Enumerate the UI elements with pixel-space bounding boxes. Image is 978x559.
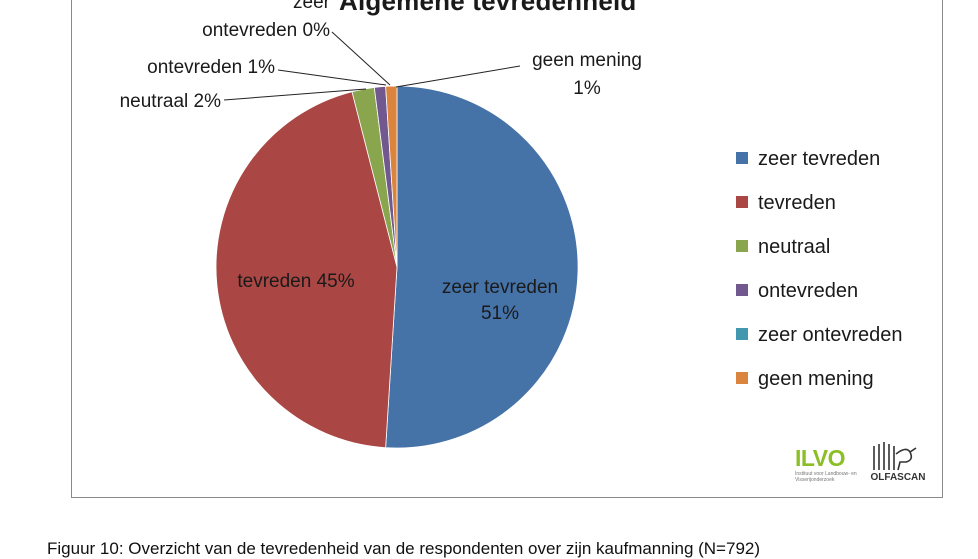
legend-swatch-tevreden (736, 196, 748, 208)
legend-label-ontevreden: ontevreden (758, 280, 858, 302)
pie-slice-tevreden (215, 91, 398, 449)
leader-line-zeer-ontevreden (331, 31, 391, 86)
data-label-zeer-tevreden: zeer tevreden (442, 277, 558, 298)
ilvo-logo: ILVO Instituut voor Landbouw- en Visseri… (795, 446, 861, 486)
legend-swatch-ontevreden (736, 284, 748, 296)
legend-swatch-zeer-tevreden (736, 152, 748, 164)
data-label-neutraal: neutraal 2% (120, 91, 222, 112)
data-label-geen-mening: 1% (573, 78, 601, 99)
leader-line-neutraal (223, 88, 367, 101)
olfascan-logo-text: OLFASCAN (870, 472, 926, 483)
legend-label-geen-mening: geen mening (758, 368, 874, 390)
pie-slice-zeer-tevreden (385, 85, 579, 449)
legend-label-zeer-ontevreden: zeer ontevreden (758, 324, 903, 346)
legend-label-zeer-tevreden: zeer tevreden (758, 148, 880, 170)
chart-title: Algemene tevredenheid (339, 0, 637, 16)
pie-slice-geen-mening (385, 85, 398, 268)
olfascan-logo: OLFASCAN (866, 440, 930, 486)
legend-swatch-neutraal (736, 240, 748, 252)
data-label-ontevreden: ontevreden 1% (147, 57, 275, 78)
data-label-geen-mening: geen mening (532, 50, 642, 71)
legend-label-tevreden: tevreden (758, 192, 836, 214)
data-label-zeer-ontevreden: ontevreden 0% (202, 20, 330, 41)
ilvo-logo-subtext: Instituut voor Landbouw- en Visserijonde… (795, 471, 857, 483)
legend-swatch-geen-mening (736, 372, 748, 384)
ilvo-logo-text: ILVO (795, 445, 845, 471)
olfascan-logo-icon (873, 442, 917, 471)
data-label-tevreden: tevreden 45% (237, 271, 354, 292)
figure-caption: Figuur 10: Overzicht van de tevredenheid… (47, 539, 761, 558)
leader-line-ontevreden (277, 69, 387, 86)
leader-line-geen-mening (395, 65, 521, 88)
legend-swatch-zeer-ontevreden (736, 328, 748, 340)
data-label-zeer-tevreden: 51% (481, 303, 519, 324)
legend-label-neutraal: neutraal (758, 236, 830, 258)
data-label-zeer-ontevreden: zeer (293, 0, 331, 13)
